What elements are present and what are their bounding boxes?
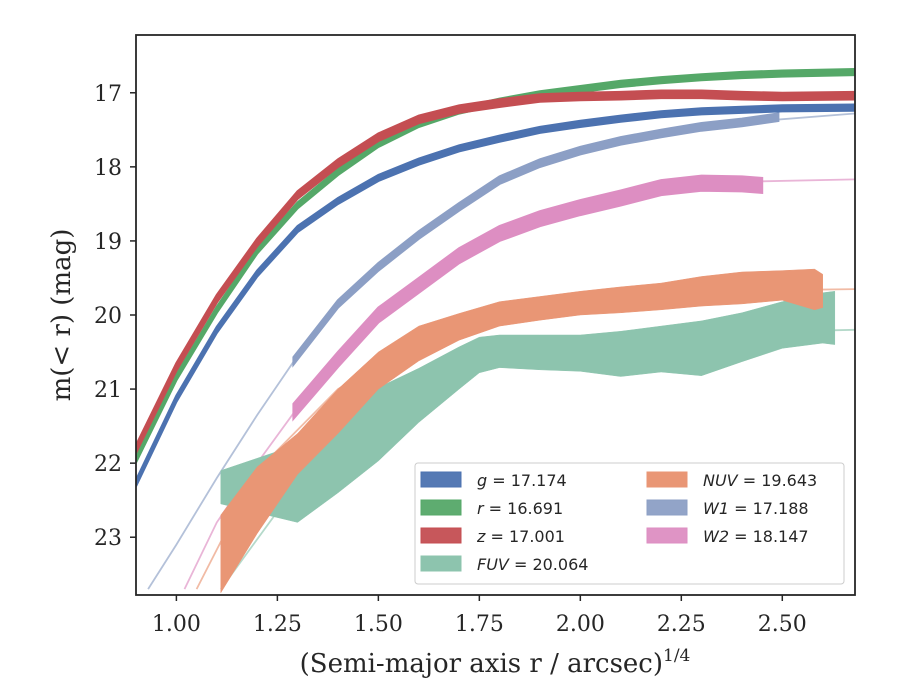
y-tick-label: 17	[94, 82, 122, 107]
x-axis-title: (Semi-major axis r / arcsec)1/4	[300, 646, 691, 679]
legend-frame	[414, 462, 845, 585]
y-axis: 17 18 19 20 21 22 23	[94, 82, 136, 551]
x-tick-label: 1.00	[152, 612, 201, 637]
y-tick-label: 19	[94, 230, 122, 255]
legend-label-z: z = 17.001	[476, 527, 565, 546]
legend-swatch-w2	[646, 527, 688, 544]
y-axis-title: m(< r) (mag)	[47, 229, 77, 402]
y-tick-label: 22	[94, 452, 122, 477]
x-tick-label: 1.75	[455, 612, 504, 637]
y-tick-label: 21	[94, 378, 122, 403]
series-layer	[136, 67, 855, 594]
legend-label-w2: W2 = 18.147	[703, 527, 809, 546]
band-w2	[292, 174, 764, 422]
band-nuv	[220, 268, 823, 594]
legend-swatch-z	[420, 527, 462, 544]
legend: g = 17.174 NUV = 19.643 r = 16.691 W1 = 17.…	[414, 462, 845, 585]
legend-label-w1: W1 = 17.188	[703, 499, 809, 518]
legend-label-fuv: FUV = 20.064	[477, 555, 588, 574]
legend-swatch-nuv	[646, 471, 688, 488]
legend-swatch-g	[420, 471, 462, 488]
y-tick-label: 20	[94, 304, 122, 329]
x-tick-label: 1.25	[253, 612, 302, 637]
x-tick-label: 2.00	[556, 612, 605, 637]
y-tick-label: 23	[94, 526, 122, 551]
legend-swatch-fuv	[420, 555, 462, 572]
legend-label-g: g = 17.174	[477, 471, 567, 490]
band-w1	[292, 112, 780, 368]
band-g	[136, 103, 855, 487]
y-tick-label: 18	[94, 156, 122, 181]
x-axis: 1.00 1.25 1.50 1.75 2.00 2.25 2.50	[152, 595, 807, 637]
legend-swatch-w1	[646, 499, 688, 516]
legend-label-r: r = 16.691	[477, 499, 563, 518]
legend-label-nuv: NUV = 19.643	[703, 471, 817, 490]
band-z	[136, 89, 855, 454]
x-tick-label: 2.50	[758, 612, 807, 637]
x-tick-label: 2.25	[657, 612, 706, 637]
band-fuv	[220, 291, 836, 523]
legend-swatch-r	[420, 499, 462, 516]
x-tick-label: 1.50	[354, 612, 403, 637]
